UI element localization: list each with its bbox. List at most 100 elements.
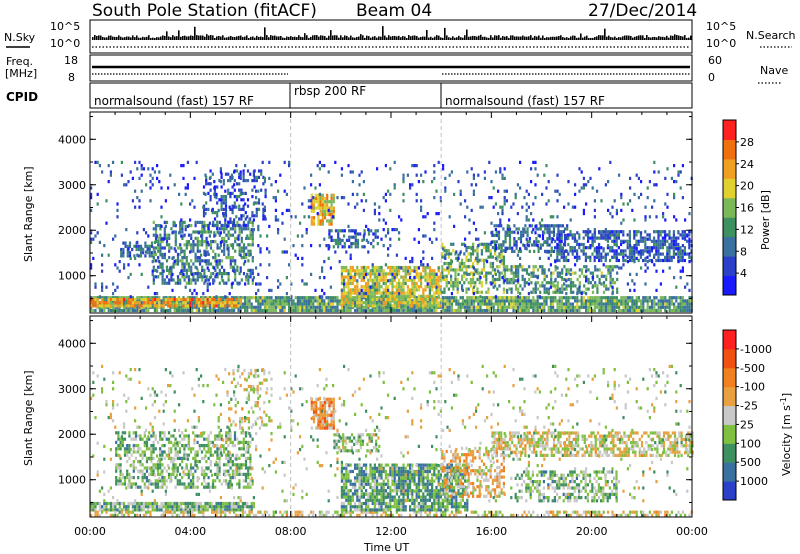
heatmap-cell: [600, 258, 603, 263]
heatmap-cell: [562, 258, 565, 263]
nsky-bar: [384, 35, 386, 40]
heatmap-cell: [180, 218, 183, 222]
heatmap-cell: [360, 269, 363, 273]
heatmap-cell: [362, 208, 365, 212]
heatmap-cell: [565, 287, 568, 291]
heatmap-cell: [398, 265, 401, 270]
heatmap-cell: [472, 252, 475, 256]
heatmap-cell: [500, 224, 503, 228]
heatmap-cell: [664, 302, 667, 306]
heatmap-cell: [672, 246, 675, 250]
heatmap-cell: [151, 260, 154, 264]
heatmap-cell: [525, 305, 528, 309]
heatmap-cell: [215, 272, 218, 276]
heatmap-cell: [422, 250, 425, 254]
heatmap-cell: [96, 160, 99, 164]
heatmap-cell: [207, 259, 210, 263]
heatmap-cell: [411, 183, 414, 187]
heatmap-cell: [626, 246, 629, 250]
heatmap-cell: [664, 299, 667, 303]
heatmap-cell: [549, 285, 552, 289]
heatmap-cell: [382, 301, 385, 305]
heatmap-cell: [433, 308, 436, 313]
heatmap-cell: [224, 308, 227, 313]
heatmap-cell: [536, 295, 539, 299]
nsky-bar: [594, 36, 596, 40]
heatmap-cell: [472, 272, 475, 276]
heatmap-cell: [380, 265, 383, 270]
heatmap-cell: [393, 308, 396, 313]
heatmap-cell: [305, 228, 308, 232]
heatmap-cell: [393, 228, 396, 232]
heatmap-cell: [470, 308, 473, 313]
heatmap-cell: [209, 188, 212, 192]
heatmap-cell: [620, 302, 623, 306]
heatmap-cell: [521, 305, 524, 309]
heatmap-cell: [176, 252, 180, 256]
heatmap-cell: [373, 212, 376, 216]
heatmap-cell: [541, 281, 544, 285]
heatmap-cell: [526, 233, 529, 237]
station-title: South Pole Station (fitACF): [92, 1, 317, 21]
heatmap-cell: [277, 189, 280, 193]
nsky-bar: [630, 36, 632, 40]
heatmap-cell: [157, 246, 160, 250]
heatmap-cell: [215, 299, 218, 303]
heatmap-cell: [196, 240, 199, 244]
heatmap-cell: [281, 299, 284, 303]
heatmap-cell: [380, 304, 383, 308]
heatmap-cell: [310, 296, 313, 300]
heatmap-cell: [216, 275, 219, 279]
heatmap-cell: [169, 297, 172, 302]
heatmap-cell: [367, 240, 370, 244]
heatmap-cell: [307, 299, 310, 303]
nsky-bar: [440, 37, 442, 40]
heatmap-cell: [202, 292, 205, 296]
heatmap-cell: [496, 277, 499, 282]
heatmap-cell: [492, 285, 495, 289]
heatmap-cell: [431, 285, 434, 289]
heatmap-cell: [371, 285, 374, 289]
heatmap-cell: [178, 308, 181, 313]
heatmap-cell: [640, 180, 643, 184]
heatmap-cell: [330, 238, 333, 242]
heatmap-cell: [477, 296, 480, 300]
heatmap-cell: [591, 308, 594, 313]
heatmap-cell: [651, 302, 654, 306]
heatmap-cell: [415, 265, 418, 270]
heatmap-cell: [644, 249, 647, 253]
heatmap-cell: [515, 243, 518, 247]
heatmap-cell: [207, 262, 210, 266]
heatmap-cell: [165, 243, 169, 247]
heatmap-cell: [398, 215, 401, 219]
heatmap-cell: [220, 249, 224, 253]
heatmap-cell: [490, 302, 493, 306]
heatmap-cell: [214, 252, 217, 256]
heatmap-cell: [532, 265, 535, 269]
heatmap-cell: [378, 302, 381, 306]
heatmap-cell: [534, 160, 537, 164]
heatmap-cell: [593, 249, 596, 253]
heatmap-cell: [200, 272, 203, 276]
heatmap-cell: [158, 170, 161, 174]
heatmap-cell: [127, 301, 130, 305]
heatmap-cell: [415, 297, 418, 302]
heatmap-cell: [90, 266, 93, 270]
heatmap-cell: [354, 278, 357, 282]
heatmap-cell: [560, 239, 563, 243]
heatmap-cell: [179, 224, 182, 228]
heatmap-cell: [525, 218, 528, 222]
heatmap-cell: [576, 255, 579, 259]
heatmap-cell: [576, 277, 579, 282]
heatmap-cell: [503, 308, 506, 313]
heatmap-cell: [541, 305, 544, 309]
heatmap-cell: [558, 239, 561, 243]
heatmap-cell: [151, 301, 154, 305]
heatmap-cell: [185, 243, 188, 247]
heatmap-cell: [409, 308, 412, 313]
heatmap-cell: [168, 278, 171, 282]
heatmap-cell: [236, 265, 239, 269]
heatmap-cell: [330, 193, 333, 197]
heatmap-cell: [475, 305, 478, 309]
heatmap-cell: [261, 302, 264, 306]
